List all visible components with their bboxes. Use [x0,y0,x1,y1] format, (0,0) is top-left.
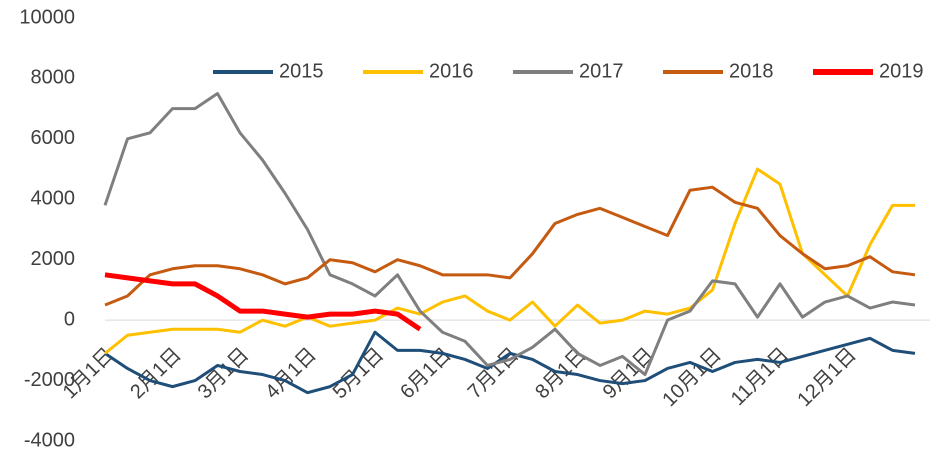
y-tick-label: 8000 [31,67,76,89]
x-tick-label: 9月1日 [599,344,659,404]
y-tick-label: 4000 [31,188,76,210]
series-line [104,185,916,307]
legend-label: 2017 [579,60,624,82]
x-tick-label: 11月1日 [727,344,793,410]
series-line [103,92,916,377]
legend-label: 2016 [429,60,474,82]
x-tick-label: 4月1日 [261,344,321,404]
y-tick-label: 0 [64,308,75,330]
x-tick-label: 12月1日 [793,344,860,411]
legend-label: 2019 [879,60,924,82]
legend-label: 2015 [279,60,324,82]
series-line [104,330,916,395]
y-tick-label: -4000 [24,429,75,451]
x-tick-label: 5月1日 [329,344,389,404]
series-line [104,167,915,355]
x-tick-label: 7月1日 [464,344,524,404]
series-line [104,272,422,332]
x-tick-label: 10月1日 [658,344,725,411]
y-tick-label: 2000 [31,248,76,270]
y-tick-label: -2000 [24,369,75,391]
y-tick-label: 10000 [19,6,75,28]
legend-label: 2018 [729,60,774,82]
y-tick-label: 6000 [31,127,76,149]
